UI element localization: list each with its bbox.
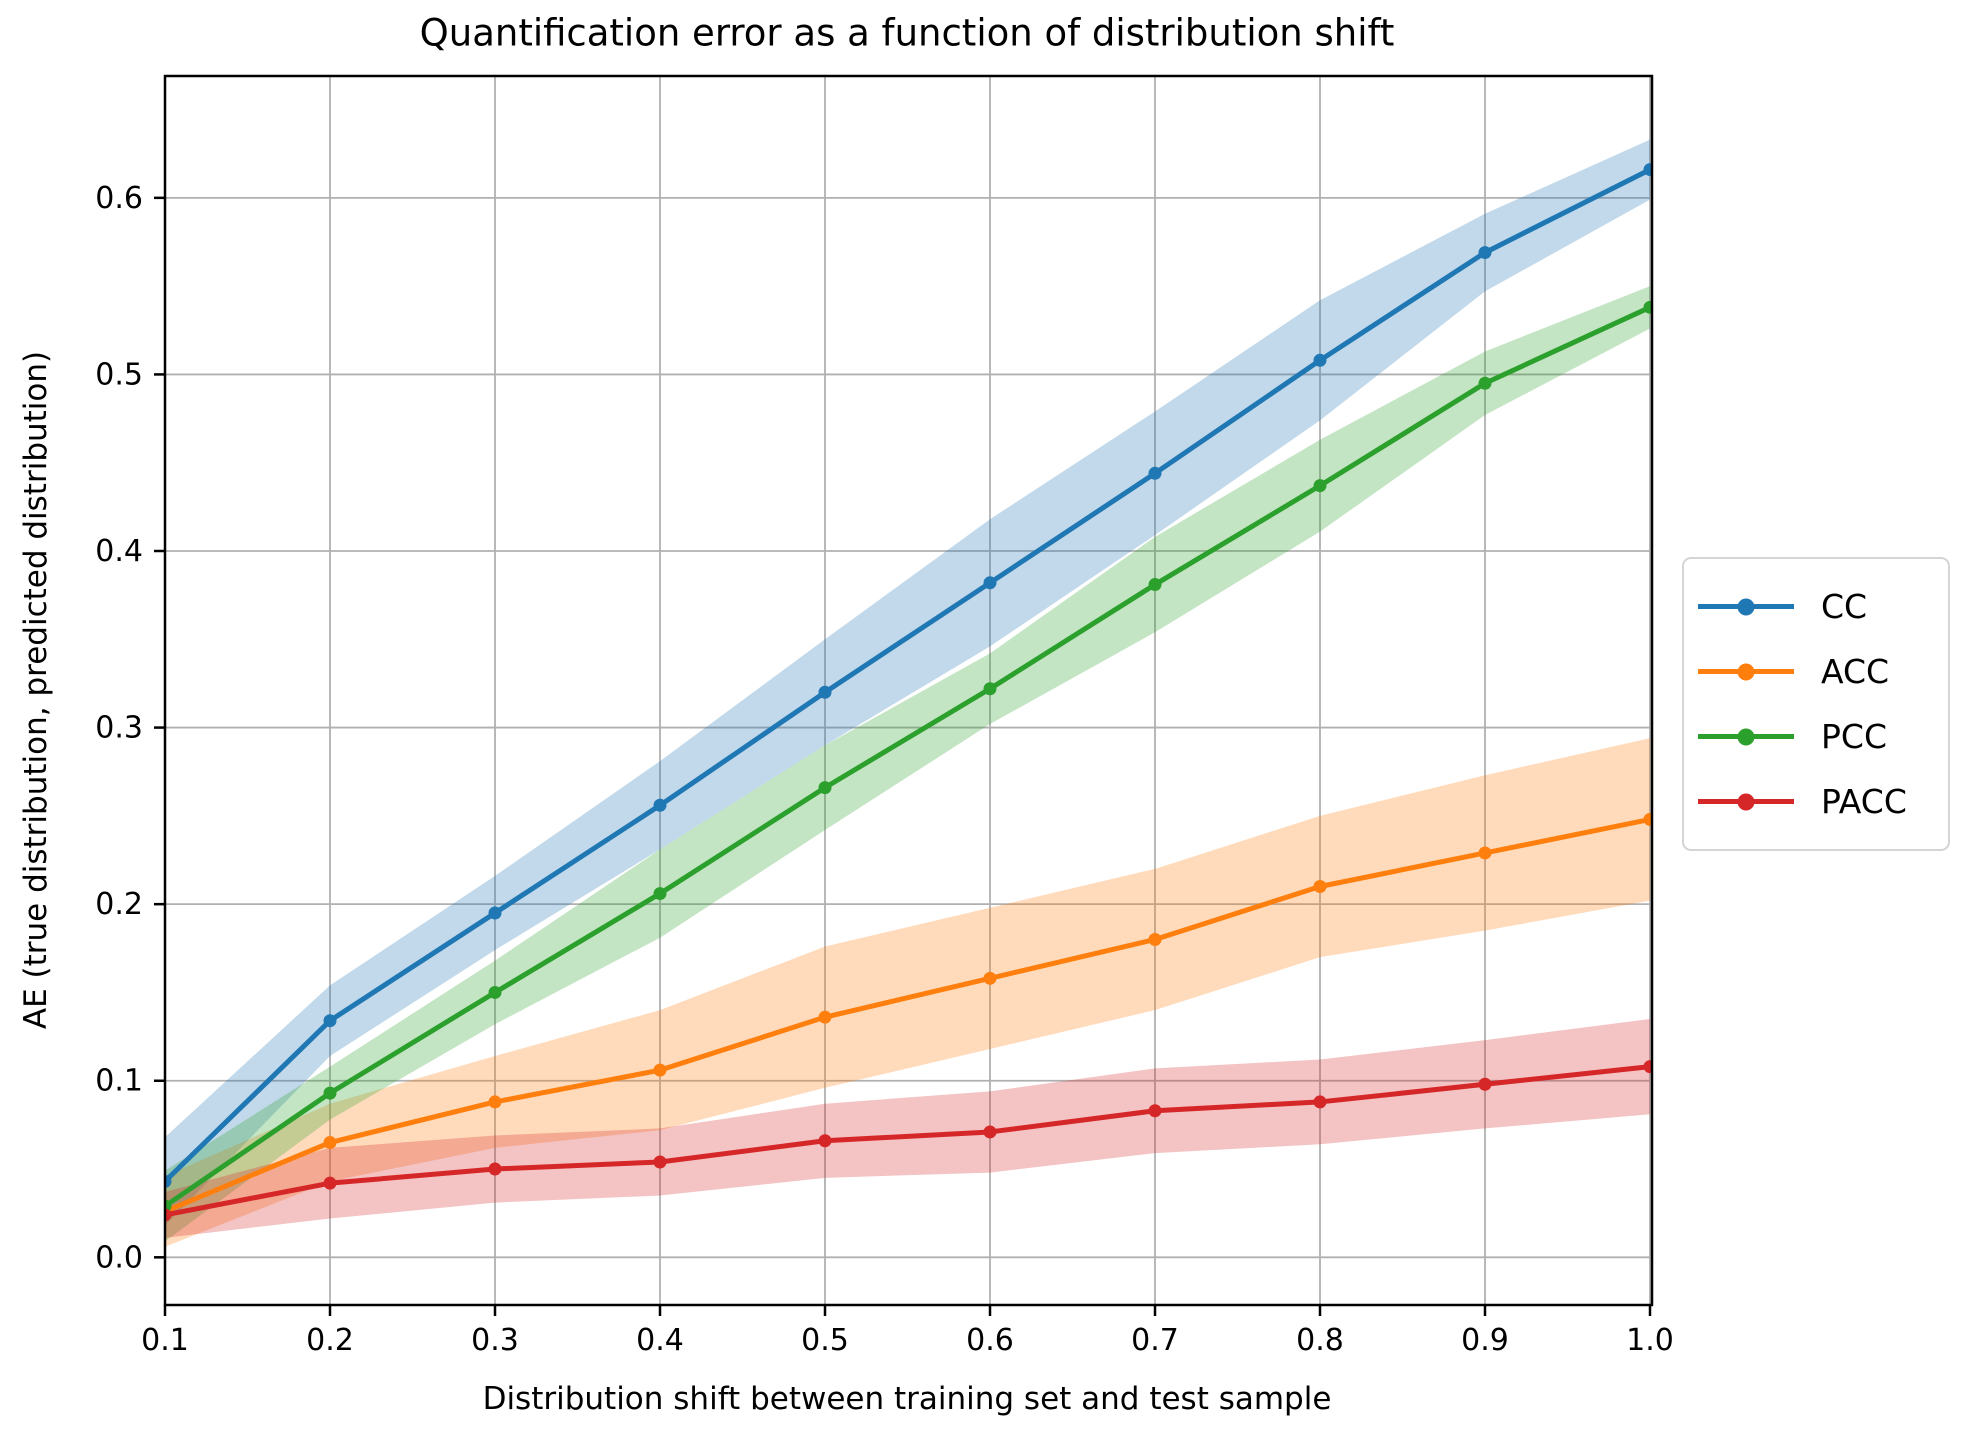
acc-line-swatch (1698, 663, 1794, 680)
chart-title: Quantification error as a function of di… (419, 11, 1395, 55)
acc-band (165, 738, 1650, 1247)
legend-label: PACC (1821, 782, 1907, 821)
pcc-band (165, 286, 1650, 1242)
x-tick-label: 1.0 (1626, 1323, 1674, 1358)
acc-marker (1478, 846, 1492, 860)
legend-label: PCC (1821, 717, 1887, 756)
x-tick-label: 0.9 (1461, 1323, 1509, 1358)
pcc-marker (323, 1086, 337, 1100)
x-tick-label: 0.8 (1296, 1323, 1344, 1358)
cc-marker (818, 685, 832, 699)
acc-marker (653, 1063, 667, 1077)
plot-border (163, 74, 1654, 1307)
acc-marker (1643, 812, 1653, 826)
pcc-marker (1643, 300, 1653, 314)
cc-marker (1643, 163, 1653, 177)
legend-item-cc: CC (1698, 574, 1940, 639)
axis-ticks: 0.1 0.2 0.3 0.4 0.5 0.6 0.7 0.8 0.9 1.0 0.0 0.1 0.2 0… (95, 181, 1674, 1358)
pacc-marker (1148, 1104, 1162, 1118)
grid (164, 76, 1651, 1305)
pcc-line-swatch (1698, 728, 1794, 745)
legend-item-pacc: PACC (1698, 769, 1940, 834)
pacc-line-swatch (1698, 793, 1794, 810)
acc-line (165, 816, 1653, 1214)
pacc-marker (1313, 1095, 1327, 1109)
x-tick-label: 0.1 (141, 1323, 189, 1358)
legend: CC ACC PCC PACC (1682, 557, 1950, 851)
cc-band (165, 139, 1650, 1226)
x-tick-label: 0.5 (801, 1323, 849, 1358)
cc-marker (1478, 246, 1492, 260)
legend-item-acc: ACC (1698, 639, 1940, 704)
pacc-marker (1478, 1077, 1492, 1091)
x-axis-label: Distribution shift between training set … (482, 1381, 1332, 1417)
acc-marker (323, 1136, 337, 1150)
cc-marker-icon (1737, 598, 1755, 615)
pacc-marker (323, 1176, 337, 1190)
x-tick-label: 0.6 (966, 1323, 1014, 1358)
x-tick-label: 0.4 (636, 1323, 684, 1358)
y-axis-label: AE (true distribution, predicted distrib… (18, 350, 54, 1030)
pcc-marker (488, 985, 502, 999)
pcc-marker (653, 887, 667, 901)
acc-marker (1148, 932, 1162, 946)
cc-marker (1148, 466, 1162, 480)
x-tick-label: 0.3 (471, 1323, 519, 1358)
legend-label: ACC (1821, 652, 1890, 691)
pacc-marker (983, 1125, 997, 1139)
pcc-marker (1478, 376, 1492, 390)
cc-marker (323, 1014, 337, 1028)
cc-marker (653, 798, 667, 812)
series-lines (165, 163, 1653, 1222)
pacc-marker-icon (1737, 793, 1755, 810)
x-tick-label: 0.2 (306, 1323, 354, 1358)
y-tick-label: 0.5 (95, 357, 143, 392)
cc-marker (165, 1174, 172, 1188)
confidence-bands (165, 139, 1650, 1247)
cc-line (165, 167, 1653, 1184)
y-tick-label: 0.1 (95, 1064, 143, 1099)
pacc-line (165, 1064, 1653, 1218)
acc-marker (488, 1095, 502, 1109)
pacc-marker (488, 1162, 502, 1176)
acc-marker (1313, 880, 1327, 894)
cc-line-swatch (1698, 598, 1794, 615)
pacc-marker (818, 1134, 832, 1148)
pcc-line (165, 304, 1653, 1209)
pcc-marker (983, 682, 997, 696)
pacc-marker (165, 1208, 172, 1222)
pacc-band (165, 1018, 1650, 1238)
y-tick-label: 0.3 (95, 711, 143, 746)
acc-marker (983, 971, 997, 985)
y-tick-label: 0.0 (95, 1240, 143, 1275)
pacc-marker (1643, 1060, 1653, 1074)
y-tick-label: 0.4 (95, 534, 143, 569)
legend-label: CC (1821, 587, 1868, 626)
y-tick-label: 0.6 (95, 181, 143, 216)
cc-marker (488, 906, 502, 920)
pcc-marker (1313, 479, 1327, 493)
pcc-marker (818, 781, 832, 795)
cc-marker (983, 576, 997, 590)
cc-marker (1313, 353, 1327, 367)
pcc-marker (1148, 578, 1162, 592)
acc-marker-icon (1737, 663, 1755, 680)
pacc-marker (653, 1155, 667, 1169)
x-tick-label: 0.7 (1131, 1323, 1179, 1358)
y-tick-label: 0.2 (95, 887, 143, 922)
legend-item-pcc: PCC (1698, 704, 1940, 769)
acc-marker (818, 1010, 832, 1024)
pcc-marker-icon (1737, 728, 1755, 745)
